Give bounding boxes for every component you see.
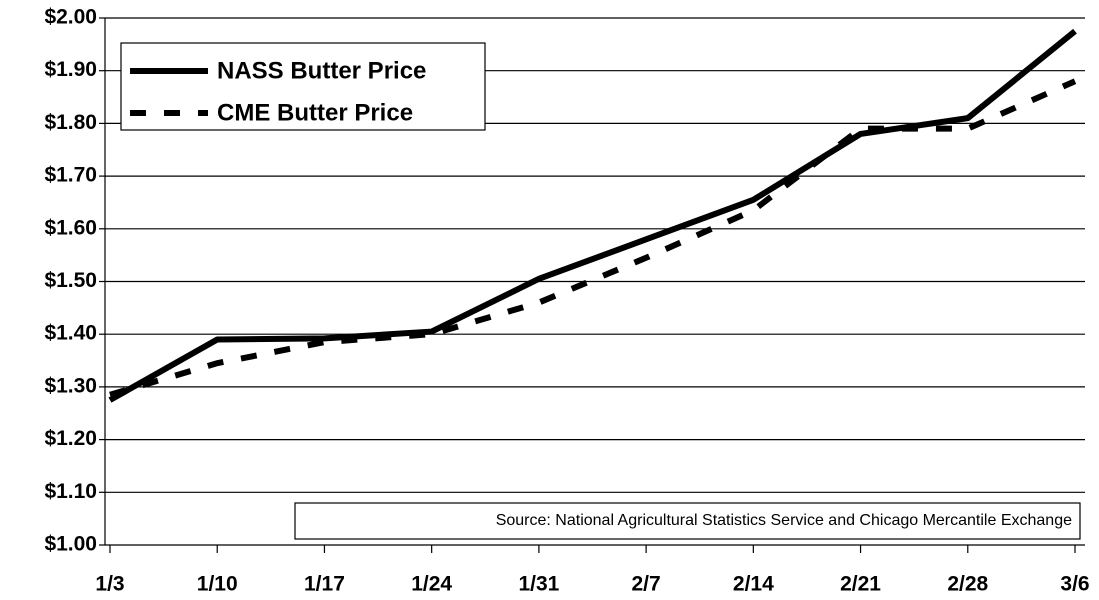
x-tick-label: 1/24 — [411, 573, 452, 596]
x-tick-label: 1/17 — [304, 573, 345, 596]
legend-label: NASS Butter Price — [217, 57, 426, 84]
legend-box — [120, 42, 486, 131]
x-tick-label: 2/28 — [947, 573, 988, 596]
y-tick-label: $1.00 — [44, 533, 97, 556]
x-tick-label: 1/31 — [518, 573, 559, 596]
x-tick-label: 2/14 — [733, 573, 774, 596]
legend-label: CME Butter Price — [217, 99, 413, 126]
x-tick-label: 3/6 — [1060, 573, 1089, 596]
x-tick-label: 1/3 — [95, 573, 124, 596]
x-tick-label: 2/7 — [632, 573, 661, 596]
y-tick-label: $1.60 — [44, 216, 97, 239]
series-line — [108, 28, 1077, 403]
x-tick-label: 1/10 — [197, 573, 238, 596]
y-tick-label: $1.10 — [44, 480, 97, 503]
y-tick-label: $1.40 — [44, 322, 97, 345]
y-tick-label: $2.00 — [44, 6, 97, 29]
annotation-box — [294, 502, 1081, 540]
x-tick-label: 2/21 — [840, 573, 881, 596]
y-tick-label: $1.30 — [44, 374, 97, 397]
y-tick-label: $1.90 — [44, 58, 97, 81]
y-tick-label: $1.70 — [44, 164, 97, 187]
annotation: Source: National Agricultural Statistics… — [496, 512, 1072, 529]
y-tick-label: $1.50 — [44, 269, 97, 292]
y-tick-label: $1.80 — [44, 111, 97, 134]
y-tick-label: $1.20 — [44, 427, 97, 450]
